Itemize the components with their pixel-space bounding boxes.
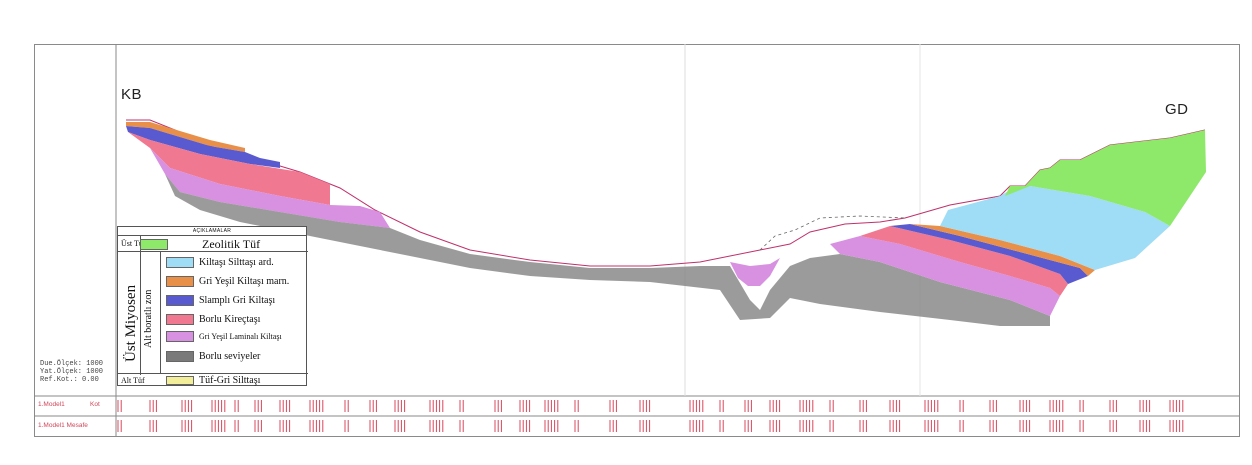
horizontal-scale-text: Yat.Ölçek: 1000: [40, 368, 104, 376]
layer-purple-left: [150, 148, 390, 228]
layer-blue-left: [126, 126, 280, 168]
legend-label: Slamplı Gri Kiltaşı: [199, 295, 276, 306]
reference-elevation-text: Ref.Kot.: 0.00: [40, 376, 99, 384]
legend-swatch-zeolitik: [140, 239, 168, 250]
legend-item: Slamplı Gri Kiltaşı: [166, 295, 275, 306]
vertical-scale-text: Due.Ölçek: 1000: [40, 360, 104, 368]
legend-label: Gri Yeşil Laminalı Kiltaşı: [199, 332, 282, 341]
legend-swatch-slampli: [166, 295, 194, 306]
legend-swatch-borlu: [166, 351, 194, 362]
layer-purple-valley: [730, 258, 780, 286]
legend-label: Tüf-Gri Silttaşı: [199, 375, 261, 386]
legend-label: Gri Yeşil Kiltaşı marn.: [199, 276, 290, 287]
layer-pink-right: [860, 226, 1068, 296]
legend-item: Borlu seviyeler: [166, 351, 260, 362]
topography-line: [126, 119, 1206, 267]
legend-swatch-laminali: [166, 331, 194, 342]
layer-purple-right: [830, 236, 1060, 316]
legend-label: Zeolitik Tüf: [202, 237, 261, 251]
legend-swatch-tuf: [166, 376, 194, 385]
layer-green-right: [1005, 130, 1206, 226]
layer-blue-right: [890, 224, 1088, 284]
legend-item: Borlu Kireçtaşı: [166, 314, 260, 325]
legend-swatch-kirectasi: [166, 314, 194, 325]
legend-title: AÇIKLAMALAR: [118, 227, 306, 236]
scale-info: Due.Ölçek: 1000 Yat.Ölçek: 1000 Ref.Kot.…: [40, 360, 103, 384]
layer-lightblue-right: [940, 186, 1170, 270]
mesafe-row-label: 1.Model1 Mesafe: [38, 422, 88, 429]
kot-tick-row: [117, 400, 1184, 412]
kot-row-label-suffix: Kot: [90, 401, 100, 408]
layer-pink-left: [128, 132, 330, 205]
profile-end-label-kb: KB: [121, 86, 143, 103]
legend-item: Zeolitik Tüf: [140, 237, 260, 252]
legend-top-unit-tag: Üst Tüf: [121, 239, 146, 248]
layer-orange-left: [126, 122, 245, 152]
dashed-profile: [759, 215, 906, 251]
legend-item: Tüf-Gri Silttaşı: [166, 375, 260, 386]
legend-swatch-kiltasi: [166, 257, 194, 268]
legend-label: Kiltaşı Silttaşı ard.: [199, 257, 274, 268]
mesafe-tick-row: [117, 420, 1184, 432]
legend-panel: AÇIKLAMALAR Üst Miyosen Alt boratlı zon …: [117, 226, 308, 386]
legend-swatch-marn: [166, 276, 194, 287]
legend-zone-label: Alt boratlı zon: [143, 289, 154, 349]
legend-item: Kiltaşı Silttaşı ard.: [166, 257, 274, 268]
kot-row-label: 1.Model1: [38, 401, 65, 408]
legend-period-label: Üst Miyosen: [123, 284, 139, 362]
profile-frame: [34, 44, 1240, 437]
legend-item: Gri Yeşil Kiltaşı marn.: [166, 276, 289, 287]
legend-bottom-unit-tag: Alt Tüf: [121, 376, 145, 385]
legend-item: Gri Yeşil Laminalı Kiltaşı: [166, 331, 282, 342]
legend-label: Borlu seviyeler: [199, 351, 261, 362]
profile-end-label-gd: GD: [1165, 101, 1189, 118]
layer-grey-main: [165, 174, 1050, 326]
legend-label: Borlu Kireçtaşı: [199, 314, 261, 325]
